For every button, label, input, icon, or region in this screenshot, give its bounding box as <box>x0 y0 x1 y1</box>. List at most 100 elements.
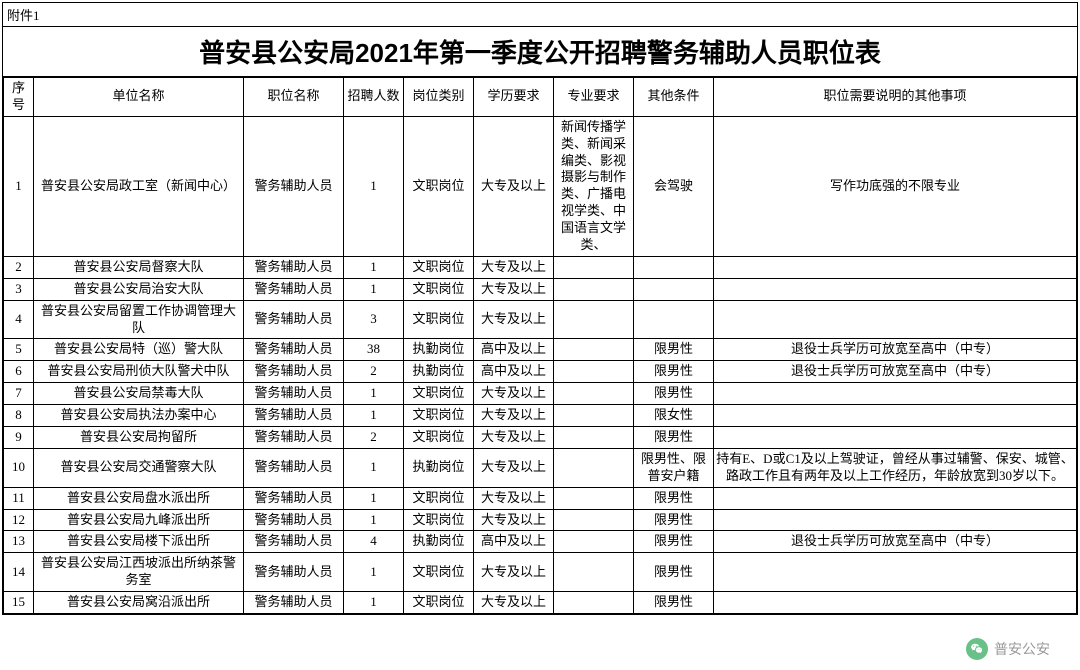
cell-count: 2 <box>344 427 404 449</box>
cell-unit: 普安县公安局刑侦大队警犬中队 <box>34 361 244 383</box>
cell-major <box>554 509 634 531</box>
cell-education: 大专及以上 <box>474 278 554 300</box>
cell-notes <box>714 300 1077 339</box>
cell-notes <box>714 278 1077 300</box>
table-row: 11普安县公安局盘水派出所警务辅助人员1文职岗位大专及以上限男性 <box>4 487 1077 509</box>
table-row: 13普安县公安局楼下派出所警务辅助人员4执勤岗位高中及以上限男性退役士兵学历可放… <box>4 531 1077 553</box>
cell-unit: 普安县公安局楼下派出所 <box>34 531 244 553</box>
cell-unit: 普安县公安局拘留所 <box>34 427 244 449</box>
cell-seq: 1 <box>4 116 34 256</box>
cell-other: 限男性 <box>634 383 714 405</box>
cell-education: 大专及以上 <box>474 448 554 487</box>
cell-seq: 11 <box>4 487 34 509</box>
cell-count: 1 <box>344 405 404 427</box>
table-row: 6普安县公安局刑侦大队警犬中队警务辅助人员2执勤岗位高中及以上限男性退役士兵学历… <box>4 361 1077 383</box>
cell-count: 1 <box>344 383 404 405</box>
cell-other <box>634 300 714 339</box>
header-other: 其他条件 <box>634 78 714 117</box>
cell-position: 警务辅助人员 <box>244 531 344 553</box>
cell-count: 1 <box>344 116 404 256</box>
table-row: 8普安县公安局执法办案中心警务辅助人员1文职岗位大专及以上限女性 <box>4 405 1077 427</box>
cell-seq: 6 <box>4 361 34 383</box>
cell-count: 38 <box>344 339 404 361</box>
cell-seq: 2 <box>4 256 34 278</box>
cell-unit: 普安县公安局九峰派出所 <box>34 509 244 531</box>
cell-education: 大专及以上 <box>474 553 554 592</box>
table-row: 1普安县公安局政工室（新闻中心）警务辅助人员1文职岗位大专及以上新闻传播学类、新… <box>4 116 1077 256</box>
wechat-icon <box>966 638 988 660</box>
cell-position: 警务辅助人员 <box>244 383 344 405</box>
cell-type: 文职岗位 <box>404 300 474 339</box>
cell-count: 3 <box>344 300 404 339</box>
cell-major <box>554 405 634 427</box>
cell-seq: 12 <box>4 509 34 531</box>
cell-count: 1 <box>344 509 404 531</box>
table-row: 15普安县公安局窝沿派出所警务辅助人员1文职岗位大专及以上 限男性 <box>4 592 1077 614</box>
cell-other: 限男性 <box>634 361 714 383</box>
cell-count: 1 <box>344 592 404 614</box>
cell-notes: 持有E、D或C1及以上驾驶证，曾经从事过辅警、保安、城管、路政工作且有两年及以上… <box>714 448 1077 487</box>
cell-count: 2 <box>344 361 404 383</box>
cell-type: 文职岗位 <box>404 278 474 300</box>
table-row: 7普安县公安局禁毒大队警务辅助人员1文职岗位大专及以上限男性 <box>4 383 1077 405</box>
cell-unit: 普安县公安局留置工作协调管理大队 <box>34 300 244 339</box>
cell-education: 大专及以上 <box>474 509 554 531</box>
header-unit: 单位名称 <box>34 78 244 117</box>
cell-education: 大专及以上 <box>474 300 554 339</box>
cell-position: 警务辅助人员 <box>244 116 344 256</box>
header-count: 招聘人数 <box>344 78 404 117</box>
cell-position: 警务辅助人员 <box>244 361 344 383</box>
cell-type: 文职岗位 <box>404 427 474 449</box>
table-row: 2普安县公安局督察大队警务辅助人员1文职岗位大专及以上 <box>4 256 1077 278</box>
cell-other: 限男性 <box>634 592 714 614</box>
cell-major <box>554 553 634 592</box>
cell-type: 文职岗位 <box>404 405 474 427</box>
cell-position: 警务辅助人员 <box>244 278 344 300</box>
cell-type: 文职岗位 <box>404 256 474 278</box>
cell-education: 大专及以上 <box>474 405 554 427</box>
cell-type: 文职岗位 <box>404 509 474 531</box>
cell-type: 文职岗位 <box>404 592 474 614</box>
cell-notes <box>714 427 1077 449</box>
cell-notes <box>714 383 1077 405</box>
cell-major <box>554 300 634 339</box>
cell-other: 限男性 <box>634 339 714 361</box>
cell-count: 1 <box>344 278 404 300</box>
watermark-text: 普安公安 <box>994 639 1050 659</box>
cell-notes <box>714 592 1077 614</box>
cell-other: 限男性 <box>634 509 714 531</box>
cell-count: 1 <box>344 256 404 278</box>
cell-major <box>554 592 634 614</box>
cell-seq: 15 <box>4 592 34 614</box>
table-row: 12普安县公安局九峰派出所警务辅助人员1文职岗位大专及以上 限男性 <box>4 509 1077 531</box>
cell-type: 文职岗位 <box>404 487 474 509</box>
cell-unit: 普安县公安局特（巡）警大队 <box>34 339 244 361</box>
cell-unit: 普安县公安局窝沿派出所 <box>34 592 244 614</box>
cell-other: 限男性、限普安户籍 <box>634 448 714 487</box>
cell-seq: 3 <box>4 278 34 300</box>
cell-count: 1 <box>344 487 404 509</box>
header-position: 职位名称 <box>244 78 344 117</box>
cell-count: 4 <box>344 531 404 553</box>
cell-seq: 9 <box>4 427 34 449</box>
cell-type: 执勤岗位 <box>404 448 474 487</box>
cell-major <box>554 278 634 300</box>
cell-education: 高中及以上 <box>474 339 554 361</box>
cell-seq: 8 <box>4 405 34 427</box>
cell-unit: 普安县公安局禁毒大队 <box>34 383 244 405</box>
cell-unit: 普安县公安局政工室（新闻中心） <box>34 116 244 256</box>
cell-position: 警务辅助人员 <box>244 509 344 531</box>
table-header-row: 序号 单位名称 职位名称 招聘人数 岗位类别 学历要求 专业要求 其他条件 职位… <box>4 78 1077 117</box>
cell-major <box>554 383 634 405</box>
cell-major <box>554 256 634 278</box>
cell-notes <box>714 256 1077 278</box>
cell-unit: 普安县公安局江西坡派出所纳茶警务室 <box>34 553 244 592</box>
cell-education: 大专及以上 <box>474 427 554 449</box>
cell-position: 警务辅助人员 <box>244 300 344 339</box>
cell-education: 大专及以上 <box>474 592 554 614</box>
watermark: 普安公安 <box>966 638 1050 660</box>
cell-notes <box>714 553 1077 592</box>
table-row: 9普安县公安局拘留所警务辅助人员2文职岗位大专及以上限男性 <box>4 427 1077 449</box>
cell-education: 大专及以上 <box>474 383 554 405</box>
cell-position: 警务辅助人员 <box>244 592 344 614</box>
